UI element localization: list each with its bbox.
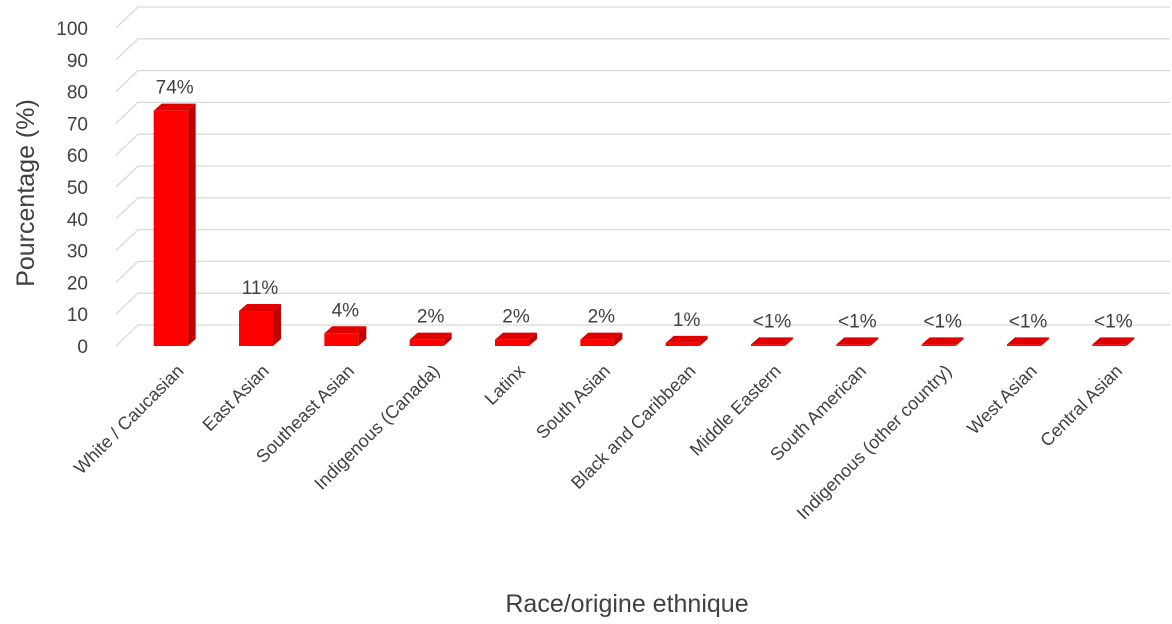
gridline [115, 324, 1170, 347]
bar-front [1092, 344, 1127, 346]
gridlines [115, 6, 1170, 347]
bar-side [785, 337, 793, 346]
x-category-label: Middle Eastern [686, 361, 785, 460]
gridline [115, 165, 1170, 188]
gridline [115, 69, 1170, 93]
data-label: 2% [588, 307, 616, 328]
x-category-label: South Asian [532, 361, 614, 443]
bar-front [324, 333, 359, 346]
bar-side [443, 332, 452, 346]
y-tick-label: 20 [67, 273, 88, 294]
x-category-label: Central Asian [1036, 361, 1126, 451]
y-axis-title: Pourcentage (%) [12, 99, 40, 287]
bar-side [529, 332, 537, 346]
bar-front [1007, 344, 1041, 346]
bar [1092, 337, 1135, 346]
bar-side [955, 337, 964, 346]
x-category-label: White / Caucasian [70, 361, 187, 478]
data-label: 1% [673, 310, 701, 331]
data-label: 4% [332, 300, 360, 321]
gridline [115, 197, 1170, 220]
bar [751, 337, 793, 346]
bar-front [836, 344, 871, 346]
y-tick-label: 30 [67, 242, 88, 263]
bar-top [580, 332, 623, 340]
bar-top [153, 103, 196, 111]
gridline [115, 6, 1170, 29]
bars [153, 103, 1135, 347]
y-tick-label: 70 [67, 114, 88, 135]
gridline [115, 292, 1170, 315]
gridline [115, 38, 1170, 61]
bar [580, 332, 623, 346]
bar-top [921, 337, 964, 345]
gridline [115, 228, 1170, 252]
x-category-label: Latinx [481, 361, 529, 409]
data-label: <1% [923, 311, 962, 332]
y-tick-label: 40 [67, 210, 88, 231]
bar-top [495, 332, 537, 340]
y-tick-label: 50 [67, 178, 88, 199]
bar-side [1041, 337, 1049, 346]
gridline [115, 260, 1170, 283]
gridline [115, 133, 1170, 156]
bar-top [239, 304, 281, 312]
bar-side [187, 103, 196, 347]
bar [1007, 337, 1049, 346]
bar-side [699, 335, 708, 346]
x-category-label: Indigenous (other country) [793, 361, 956, 524]
bar [153, 103, 196, 347]
bar [921, 337, 964, 346]
bar-front [665, 342, 700, 346]
y-tick-label: 100 [56, 19, 88, 40]
data-label: 2% [502, 307, 530, 328]
bar-front [239, 311, 273, 346]
bar-front [153, 110, 188, 347]
bar-front [921, 344, 956, 346]
data-label: 11% [242, 278, 279, 299]
bar [239, 304, 281, 346]
y-tick-label: 90 [67, 51, 88, 72]
bar-front [495, 339, 529, 346]
bar-front [409, 339, 444, 346]
bar-side [273, 304, 281, 346]
bar-front [751, 344, 785, 346]
data-label: <1% [838, 311, 877, 332]
bar-top [836, 337, 879, 345]
bar-top [409, 332, 452, 340]
bar-top [1007, 337, 1049, 345]
y-tick-label: 80 [67, 83, 88, 104]
bar-side [358, 326, 367, 346]
x-category-label: West Asian [963, 361, 1041, 439]
y-tick-label: 0 [77, 337, 88, 358]
bar [324, 326, 367, 346]
bar-top [1092, 337, 1135, 345]
data-label: 74% [156, 78, 194, 99]
bar [836, 337, 879, 346]
bar-side [614, 332, 623, 346]
y-tick-label: 60 [67, 146, 88, 167]
bar [495, 332, 537, 346]
y-tick-label: 10 [67, 305, 88, 326]
bar-front [580, 339, 615, 346]
bar-top [751, 337, 793, 345]
bar-side [870, 337, 879, 346]
gridline [115, 101, 1170, 124]
data-label: 2% [417, 307, 445, 328]
data-label: <1% [753, 311, 792, 332]
y-axis-ticks: 0 10 20 30 40 50 60 70 80 90 100 [56, 19, 88, 358]
data-label: <1% [1009, 311, 1048, 332]
bar-top [324, 326, 367, 334]
bar [409, 332, 452, 346]
data-labels: 74% 11% 4% 2% 2% 2% 1% <1% <1% <1% <1% <1% [156, 78, 1133, 333]
bar-side [1126, 337, 1135, 346]
data-label: <1% [1094, 311, 1133, 332]
bar [665, 335, 708, 346]
x-axis-title: Race/origine ethnique [505, 590, 748, 618]
bar-top [665, 335, 708, 343]
x-category-label: East Asian [199, 361, 273, 435]
